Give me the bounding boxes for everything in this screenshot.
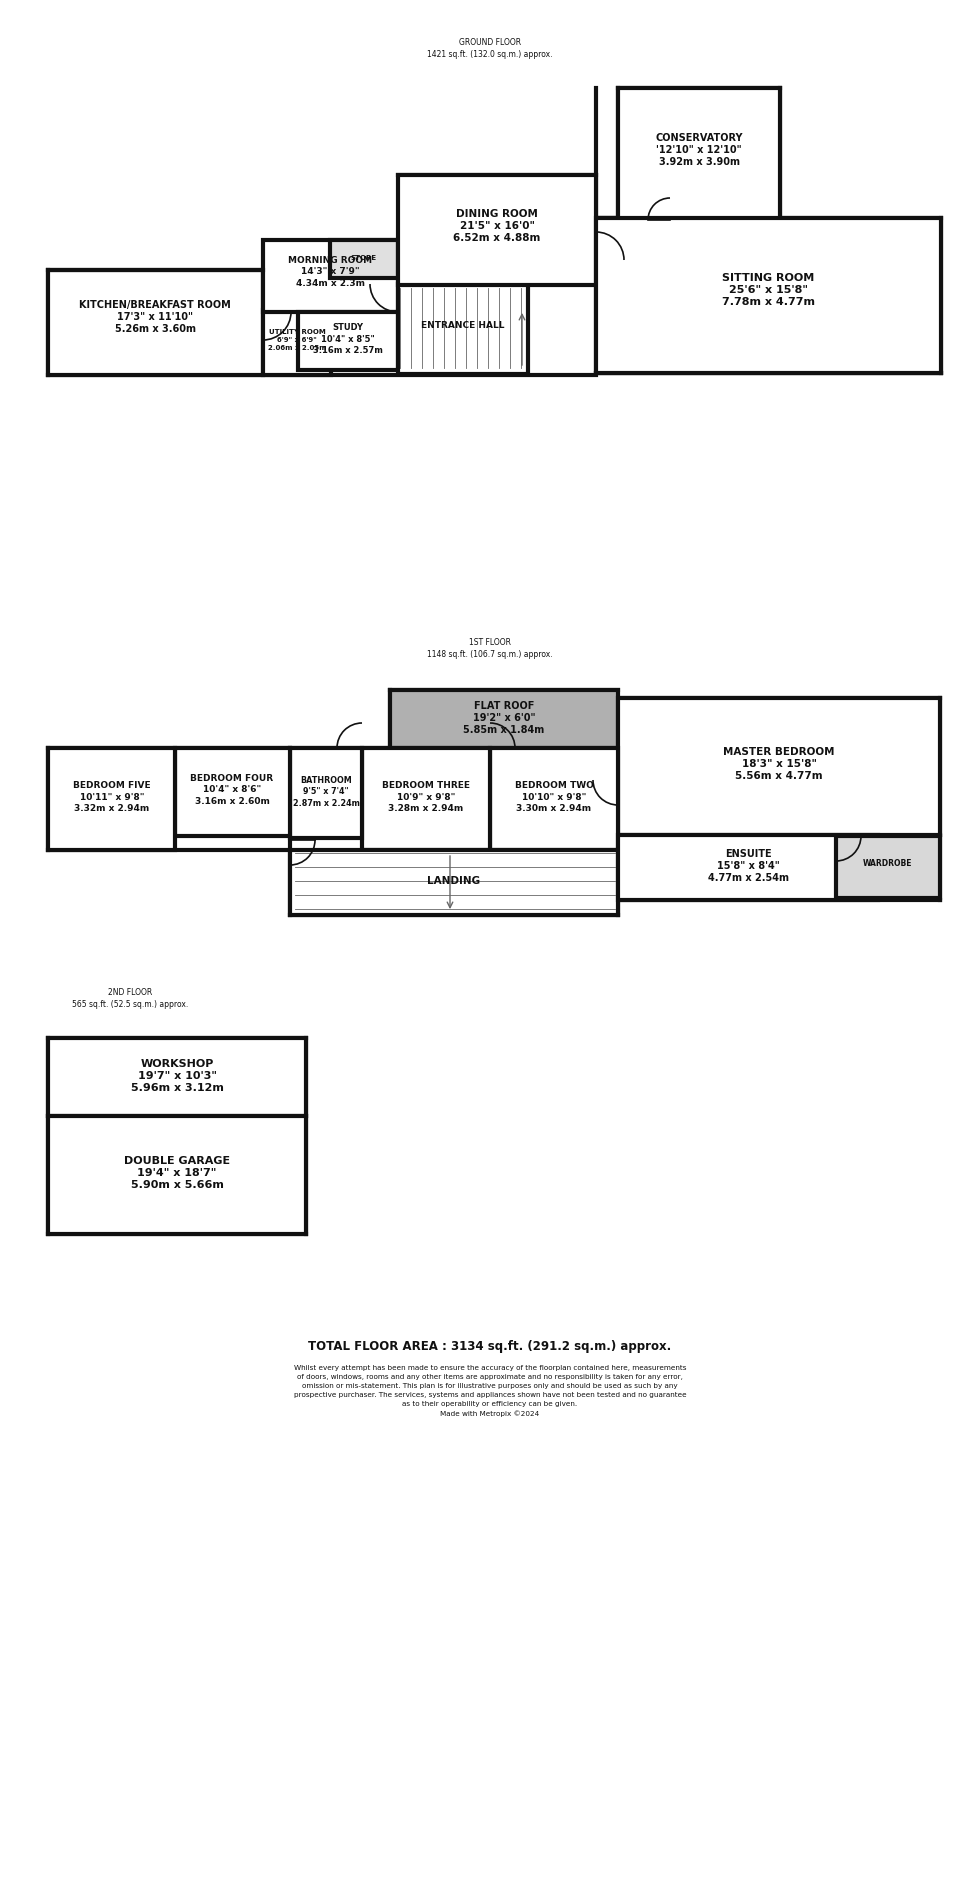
Bar <box>398 284 528 375</box>
Text: FLAT ROOF
19'2" x 6'0"
5.85m x 1.84m: FLAT ROOF 19'2" x 6'0" 5.85m x 1.84m <box>464 700 545 734</box>
Bar <box>298 312 398 369</box>
Bar <box>263 310 331 375</box>
Text: WARDROBE: WARDROBE <box>863 859 912 867</box>
Text: KITCHEN/BREAKFAST ROOM
17'3" x 11'10"
5.26m x 3.60m: KITCHEN/BREAKFAST ROOM 17'3" x 11'10" 5.… <box>79 299 231 335</box>
Text: STUDY
10'4" x 8'5"
3.16m x 2.57m: STUDY 10'4" x 8'5" 3.16m x 2.57m <box>313 324 383 354</box>
Bar <box>596 218 941 373</box>
Bar <box>398 174 596 286</box>
Bar <box>836 837 940 897</box>
Bar <box>330 240 398 278</box>
Text: UTILITY ROOM
6'9" x 6'9"
2.06m x 2.05m: UTILITY ROOM 6'9" x 6'9" 2.06m x 2.05m <box>268 329 326 350</box>
Text: ENSUITE
15'8" x 8'4"
4.77m x 2.54m: ENSUITE 15'8" x 8'4" 4.77m x 2.54m <box>708 848 789 884</box>
Text: 1ST FLOOR
1148 sq.ft. (106.7 sq.m.) approx.: 1ST FLOOR 1148 sq.ft. (106.7 sq.m.) appr… <box>427 638 553 659</box>
Text: BEDROOM THREE
10'9" x 9'8"
3.28m x 2.94m: BEDROOM THREE 10'9" x 9'8" 3.28m x 2.94m <box>382 782 470 812</box>
Bar <box>618 835 878 899</box>
Text: TOTAL FLOOR AREA : 3134 sq.ft. (291.2 sq.m.) approx.: TOTAL FLOOR AREA : 3134 sq.ft. (291.2 sq… <box>309 1340 671 1353</box>
Text: LANDING: LANDING <box>427 876 480 886</box>
Text: BEDROOM FOUR
10'4" x 8'6"
3.16m x 2.60m: BEDROOM FOUR 10'4" x 8'6" 3.16m x 2.60m <box>190 774 273 806</box>
Bar <box>48 1117 306 1234</box>
Text: MORNING ROOM
14'3" x 7'9"
4.34m x 2.3m: MORNING ROOM 14'3" x 7'9" 4.34m x 2.3m <box>288 256 372 288</box>
Text: STORE: STORE <box>351 256 377 261</box>
Text: CONSERVATORY
'12'10" x 12'10"
3.92m x 3.90m: CONSERVATORY '12'10" x 12'10" 3.92m x 3.… <box>656 133 743 167</box>
Bar <box>290 748 362 839</box>
Text: BATHROOM
9'5" x 7'4"
2.87m x 2.24m: BATHROOM 9'5" x 7'4" 2.87m x 2.24m <box>293 776 360 808</box>
Bar <box>390 691 618 748</box>
Text: WORKSHOP
19'7" x 10'3"
5.96m x 3.12m: WORKSHOP 19'7" x 10'3" 5.96m x 3.12m <box>130 1058 223 1094</box>
Bar <box>618 87 780 220</box>
Text: GROUND FLOOR
1421 sq.ft. (132.0 sq.m.) approx.: GROUND FLOOR 1421 sq.ft. (132.0 sq.m.) a… <box>427 38 553 59</box>
Bar <box>618 699 940 835</box>
Bar <box>48 748 175 850</box>
Bar <box>290 850 618 914</box>
Bar <box>48 1037 306 1117</box>
Bar <box>263 240 398 312</box>
Text: DOUBLE GARAGE
19'4" x 18'7"
5.90m x 5.66m: DOUBLE GARAGE 19'4" x 18'7" 5.90m x 5.66… <box>123 1155 230 1191</box>
Bar <box>362 748 490 850</box>
Text: BEDROOM FIVE
10'11" x 9'8"
3.32m x 2.94m: BEDROOM FIVE 10'11" x 9'8" 3.32m x 2.94m <box>74 782 151 812</box>
Text: MASTER BEDROOM
18'3" x 15'8"
5.56m x 4.77m: MASTER BEDROOM 18'3" x 15'8" 5.56m x 4.7… <box>723 746 835 782</box>
Text: DINING ROOM
21'5" x 16'0"
6.52m x 4.88m: DINING ROOM 21'5" x 16'0" 6.52m x 4.88m <box>454 208 541 244</box>
Bar <box>48 271 263 375</box>
Bar <box>175 748 290 837</box>
Text: ENTRANCE HALL: ENTRANCE HALL <box>421 320 505 329</box>
Text: Whilst every attempt has been made to ensure the accuracy of the floorplan conta: Whilst every attempt has been made to en… <box>294 1365 686 1418</box>
Text: SITTING ROOM
25'6" x 15'8"
7.78m x 4.77m: SITTING ROOM 25'6" x 15'8" 7.78m x 4.77m <box>721 273 814 307</box>
Text: BEDROOM TWO
10'10" x 9'8"
3.30m x 2.94m: BEDROOM TWO 10'10" x 9'8" 3.30m x 2.94m <box>514 782 594 812</box>
Bar <box>490 748 618 850</box>
Text: 2ND FLOOR
565 sq.ft. (52.5 sq.m.) approx.: 2ND FLOOR 565 sq.ft. (52.5 sq.m.) approx… <box>72 988 188 1009</box>
